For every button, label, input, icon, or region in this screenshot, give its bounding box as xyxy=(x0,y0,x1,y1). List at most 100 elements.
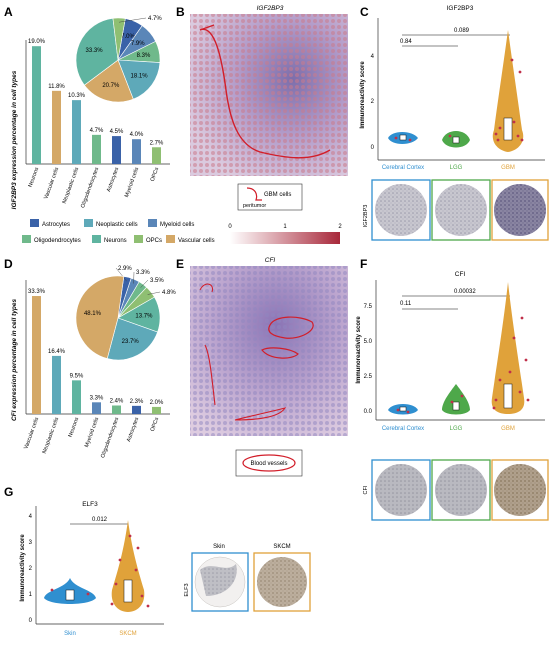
outlier-point xyxy=(519,391,522,394)
pie-slice-label: 4.7% xyxy=(148,16,162,22)
outlier-point xyxy=(497,139,500,142)
panel-g-ylabel: Immunoreactivity score xyxy=(20,534,26,602)
legend-swatch xyxy=(166,235,175,243)
panel-a-ylabel: IGF2BP3 expression percentage in cell ty… xyxy=(11,70,18,209)
outlier-point xyxy=(397,409,400,412)
ihc-title-skin-g: Skin xyxy=(213,544,225,550)
panel-d-pie: 2.9%3.3%3.5%4.8%13.7%23.7%48.1% xyxy=(76,266,176,360)
bar-value-label: 2.7% xyxy=(150,140,164,146)
ihc-image-lgg-c xyxy=(435,184,487,236)
bar-neurons xyxy=(32,46,41,164)
panel-g-ytick: 1 xyxy=(29,592,33,598)
bar-neurons xyxy=(72,380,81,414)
pie-slice-label: 8.3% xyxy=(137,53,151,59)
bar-neoplastic-cells xyxy=(72,100,81,164)
scale-tick-0: 0 xyxy=(228,224,232,230)
outlier-point xyxy=(513,337,516,340)
panel-letter-f: F xyxy=(360,257,367,271)
outlier-point xyxy=(119,559,122,562)
outlier-point xyxy=(451,401,454,404)
vessel-legend-label: Blood vessels xyxy=(250,461,287,467)
panel-f-ytick: 2.5 xyxy=(364,374,373,380)
box-gbm-f xyxy=(504,384,512,408)
pie-slice-label: 18.1% xyxy=(131,73,149,79)
bar-myeloid-cells xyxy=(132,139,141,164)
panel-c-pvalue-2: 0.089 xyxy=(454,28,470,34)
panel-letter-e: E xyxy=(176,257,184,271)
bar-astrocytes xyxy=(112,136,121,164)
bar-value-label: 2.4% xyxy=(110,398,124,404)
panel-g-ihc-label: ELF3 xyxy=(184,583,190,596)
legend-label: Oligodendrocytes xyxy=(34,238,81,244)
outlier-point xyxy=(499,379,502,382)
outlier-point xyxy=(513,121,516,124)
group-label-skin-g: Skin xyxy=(64,631,76,637)
pie-slice-label: 48.1% xyxy=(84,311,102,317)
bar-category-label: Neoplastic cells xyxy=(62,166,81,204)
panel-f-ytick: 0.0 xyxy=(364,409,373,415)
ihc-image-gbm-f xyxy=(494,464,546,516)
outlier-point xyxy=(111,603,114,606)
bar-category-label: OPCs xyxy=(150,416,161,432)
outlier-point xyxy=(495,399,498,402)
outlier-point xyxy=(141,595,144,598)
panel-c-ytick: 2 xyxy=(371,99,375,105)
legend-label: Neoplastic cells xyxy=(96,222,138,228)
legend-swatch xyxy=(30,219,39,227)
ihc-title-skcm-g: SKCM xyxy=(273,544,290,550)
scale-tick-1: 1 xyxy=(283,224,287,230)
panel-e: E CFI Blood vessels xyxy=(176,257,348,476)
bar-opcs xyxy=(152,147,161,164)
panel-f-pvalue-2: 0.00032 xyxy=(454,289,476,295)
panel-g: G ELF3 Immunoreactivity score 0 1 2 3 4 … xyxy=(4,485,310,637)
pie-slice-label: 20.7% xyxy=(102,83,120,89)
panel-b-title: IGF2BP3 xyxy=(257,5,284,12)
group-label-gbm-f: GBM xyxy=(501,426,515,432)
bar-category-label: Oligodendrocytes xyxy=(80,166,100,209)
pie-slice-label: 4.8% xyxy=(162,290,176,296)
bar-value-label: 33.3% xyxy=(28,289,46,295)
bar-category-label: Oligodendrocytes xyxy=(100,416,120,459)
panel-letter-d: D xyxy=(4,257,13,271)
bar-category-label: Myeloid cells xyxy=(124,166,140,198)
panel-g-pvalue: 0.012 xyxy=(92,517,108,523)
bar-value-label: 16.4% xyxy=(48,349,66,355)
pie-slice-label: 3.5% xyxy=(150,278,164,284)
panel-c-ytick: 0 xyxy=(371,145,375,151)
bar-category-label: Myeloid cells xyxy=(84,416,100,448)
pie-slice-label: 3.3% xyxy=(136,270,150,276)
gbm-legend-label: GBM cells xyxy=(264,192,291,198)
pie-slice-label: 7.9% xyxy=(131,41,145,47)
group-label-skcm-g: SKCM xyxy=(119,631,136,637)
panel-f-ylabel: Immunoreactivity score xyxy=(356,316,362,384)
outlier-point xyxy=(509,371,512,374)
bar-value-label: 11.8% xyxy=(48,84,65,90)
outlier-point xyxy=(499,127,502,130)
group-label-cortex-f: Cerebral Cortex xyxy=(382,426,424,432)
group-label-cortex-c: Cerebral Cortex xyxy=(382,165,424,171)
legend-swatch xyxy=(134,235,143,243)
bar-value-label: 4.5% xyxy=(110,129,124,135)
panel-c-pvalue-1: 0.84 xyxy=(400,39,412,45)
panel-g-ytick: 2 xyxy=(29,566,33,572)
bar-category-label: Astrocytes xyxy=(126,416,141,442)
panel-a-pie: 7.0%7.9%8.3%18.1%20.7%33.3%4.7% xyxy=(76,16,162,102)
panel-c-title: IGF2BP3 xyxy=(447,5,474,12)
outlier-point xyxy=(527,399,530,402)
peritumor-label: peritumor xyxy=(243,203,266,209)
bar-oligodendrocytes xyxy=(92,135,101,164)
box-lgg-c xyxy=(453,137,459,143)
outlier-point xyxy=(525,359,528,362)
legend-swatch xyxy=(148,219,157,227)
outlier-point xyxy=(115,583,118,586)
bar-value-label: 10.3% xyxy=(68,93,86,99)
box-cortex-f xyxy=(400,407,406,411)
panel-e-title: CFI xyxy=(265,257,276,264)
outlier-point xyxy=(493,407,496,410)
box-lgg-f xyxy=(453,402,459,410)
bar-value-label: 19.0% xyxy=(28,39,46,45)
group-label-lgg-c: LGG xyxy=(450,165,463,171)
outlier-point xyxy=(137,547,140,550)
